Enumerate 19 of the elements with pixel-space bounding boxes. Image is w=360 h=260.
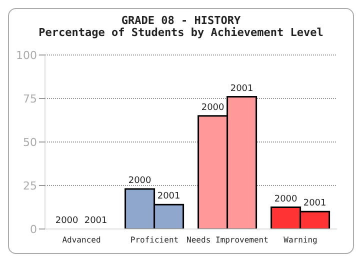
y-tick-label: 100 xyxy=(16,48,37,62)
chart-subtitle: Percentage of Students by Achievement Level xyxy=(38,26,324,39)
series-label: 2000 xyxy=(128,176,152,186)
y-tick-label: 50 xyxy=(23,136,37,149)
text: 2001 xyxy=(84,216,108,226)
chart-title: GRADE 08 - HISTORY xyxy=(120,14,242,27)
x-tick-label: Warning xyxy=(284,236,318,245)
y-tick-label: 25 xyxy=(23,179,37,192)
text: 2000 xyxy=(274,194,298,204)
x-tick-label: Needs Improvement xyxy=(186,236,269,245)
x-tick-label: Proficient xyxy=(130,236,179,245)
text: 2000 xyxy=(201,102,224,113)
text: 2000 xyxy=(55,216,78,226)
text: 2001 xyxy=(230,84,254,94)
x-tick-label: Advanced xyxy=(62,236,101,245)
text: 2001 xyxy=(303,198,326,209)
series-label: 2001 xyxy=(157,192,180,202)
y-tick-label: 0 xyxy=(30,222,37,236)
y-tick-label: 75 xyxy=(23,92,37,106)
